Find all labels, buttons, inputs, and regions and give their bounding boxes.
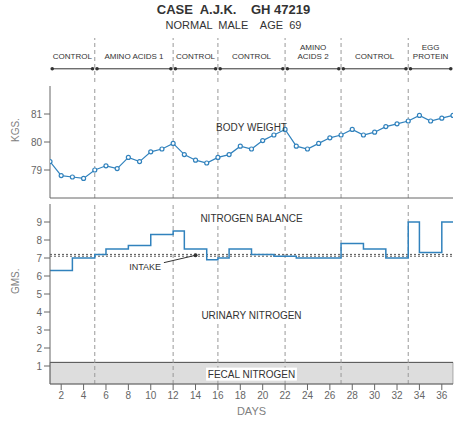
svg-text:8: 8 [126,390,132,401]
svg-text:18: 18 [235,390,247,401]
svg-text:INTAKE: INTAKE [129,262,161,272]
svg-text:DAYS: DAYS [237,405,266,417]
svg-text:16: 16 [212,390,224,401]
svg-text:BODY WEIGHT: BODY WEIGHT [216,122,287,133]
svg-text:2: 2 [36,343,42,354]
svg-text:26: 26 [324,390,336,401]
svg-text:32: 32 [391,390,403,401]
svg-text:12: 12 [168,390,180,401]
svg-text:9: 9 [36,217,42,228]
svg-text:34: 34 [414,390,426,401]
svg-text:14: 14 [190,390,202,401]
html-text:CASE A.J.K. GH 47219: CASE A.J.K. GH 47219 [156,2,311,17]
svg-text:4: 4 [36,307,42,318]
svg-text:NITROGEN BALANCE: NITROGEN BALANCE [200,213,303,224]
svg-text:EGGPROTEIN: EGGPROTEIN [413,43,449,61]
html-text:NORMAL MALE AGE 69: NORMAL MALE AGE 69 [165,19,302,31]
svg-text:AMINO ACIDS 1: AMINO ACIDS 1 [104,52,164,61]
svg-text:24: 24 [302,390,314,401]
svg-text:7: 7 [36,253,42,264]
svg-text:CONTROL: CONTROL [355,52,395,61]
svg-text:6: 6 [103,390,109,401]
svg-text:28: 28 [347,390,359,401]
svg-text:AMINOACIDS 2: AMINOACIDS 2 [298,43,330,61]
svg-text:URINARY NITROGEN: URINARY NITROGEN [201,310,301,321]
svg-text:8: 8 [36,235,42,246]
svg-text:30: 30 [369,390,381,401]
svg-text:10: 10 [145,390,157,401]
svg-text:KGS.: KGS. [10,118,21,142]
svg-text:5: 5 [36,289,42,300]
svg-text:79: 79 [31,165,43,176]
svg-text:20: 20 [257,390,269,401]
svg-text:CONTROL: CONTROL [176,52,216,61]
svg-text:FECAL NITROGEN: FECAL NITROGEN [208,369,295,380]
svg-text:81: 81 [31,109,43,120]
svg-text:1: 1 [36,361,42,372]
svg-text:CONTROL: CONTROL [232,52,272,61]
svg-text:CONTROL: CONTROL [53,52,93,61]
svg-text:36: 36 [436,390,448,401]
svg-text:6: 6 [36,271,42,282]
svg-text:22: 22 [280,390,292,401]
svg-text:2: 2 [58,390,64,401]
svg-text:GMS.: GMS. [10,268,21,294]
svg-text:80: 80 [31,137,43,148]
svg-text:3: 3 [36,325,42,336]
svg-text:4: 4 [81,390,87,401]
